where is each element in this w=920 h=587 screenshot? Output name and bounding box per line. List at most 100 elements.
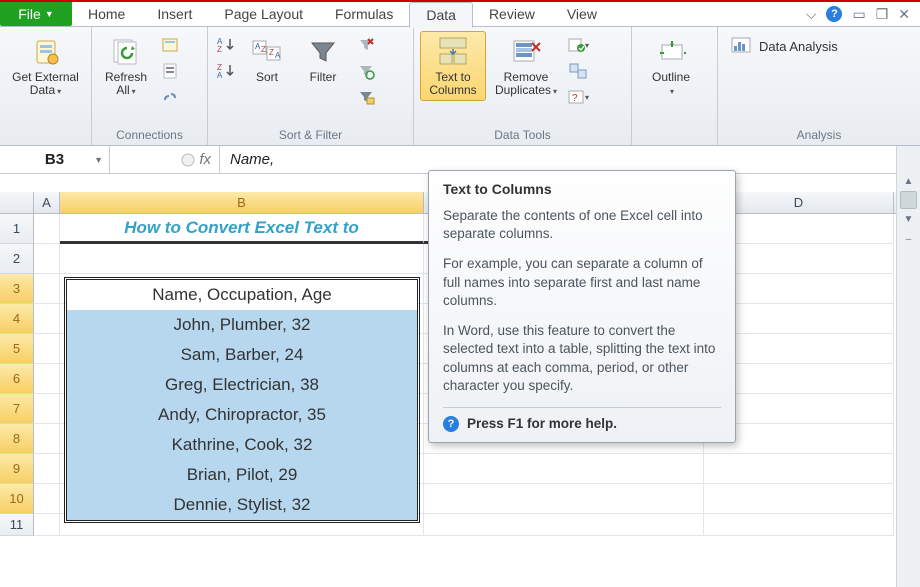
svg-text:A: A <box>217 71 223 80</box>
remove-duplicates-label: Remove Duplicates▾ <box>495 71 557 97</box>
insert-function-button[interactable]: fx <box>110 146 220 173</box>
table-row[interactable]: Dennie, Stylist, 32 <box>67 490 417 520</box>
cell[interactable] <box>704 514 894 536</box>
sort-asc-button[interactable]: AZ <box>214 33 238 57</box>
refresh-all-label: Refresh All▾ <box>105 71 147 97</box>
minimize-icon[interactable]: ▭ <box>852 6 865 23</box>
cell[interactable] <box>34 454 60 484</box>
cell-value: Kathrine, Cook, 32 <box>172 435 313 455</box>
row-header-10[interactable]: 10 <box>0 484 34 514</box>
sort-desc-button[interactable]: ZA <box>214 59 238 83</box>
col-header-b[interactable]: B <box>60 192 424 213</box>
consolidate-button[interactable] <box>566 59 590 83</box>
row-header-6[interactable]: 6 <box>0 364 34 394</box>
tooltip-title: Text to Columns <box>443 181 721 197</box>
scroll-down-icon[interactable]: ▼ <box>897 210 920 228</box>
row-header-5[interactable]: 5 <box>0 334 34 364</box>
cell[interactable] <box>34 214 60 244</box>
data-analysis-button[interactable]: Data Analysis <box>724 31 845 61</box>
tooltip-paragraph: Separate the contents of one Excel cell … <box>443 207 721 243</box>
tab-data[interactable]: Data <box>409 2 473 28</box>
tab-insert[interactable]: Insert <box>141 1 208 27</box>
select-all-corner[interactable] <box>0 192 34 213</box>
table-row[interactable]: Kathrine, Cook, 32 <box>67 430 417 460</box>
outline-label: Outline▾ <box>652 71 690 97</box>
tab-view[interactable]: View <box>551 1 613 27</box>
close-icon[interactable]: ✕ <box>898 6 910 23</box>
cell[interactable] <box>424 514 704 536</box>
restore-icon[interactable]: ❐ <box>876 6 889 23</box>
row-header-11[interactable]: 11 <box>0 514 34 536</box>
cell[interactable] <box>34 364 60 394</box>
row-header-2[interactable]: 2 <box>0 244 34 274</box>
table-row[interactable]: Andy, Chiropractor, 35 <box>67 400 417 430</box>
scroll-thumb[interactable] <box>900 191 917 209</box>
table-row[interactable]: Sam, Barber, 24 <box>67 340 417 370</box>
table-row[interactable]: John, Plumber, 32 <box>67 310 417 340</box>
help-icon[interactable]: ? <box>826 6 842 22</box>
cell[interactable] <box>34 394 60 424</box>
cell[interactable] <box>34 334 60 364</box>
advanced-filter-button[interactable] <box>354 85 378 109</box>
cell[interactable] <box>34 484 60 514</box>
split-handle-icon[interactable]: – <box>897 230 920 248</box>
cell[interactable] <box>34 514 60 536</box>
cell[interactable] <box>424 454 704 484</box>
connections-button[interactable] <box>158 33 182 57</box>
row-header-9[interactable]: 9 <box>0 454 34 484</box>
vertical-scrollbar[interactable]: ▲ ▼ – <box>896 172 920 587</box>
help-icon: ? <box>443 416 459 432</box>
text-to-columns-button[interactable]: Text to Columns <box>420 31 486 101</box>
row-header-3[interactable]: 3 <box>0 274 34 304</box>
formula-value[interactable]: Name, <box>220 151 274 168</box>
reapply-button[interactable] <box>354 59 378 83</box>
cell[interactable] <box>34 274 60 304</box>
col-header-a[interactable]: A <box>34 192 60 213</box>
row-header-8[interactable]: 8 <box>0 424 34 454</box>
filter-button[interactable]: Filter <box>296 31 350 88</box>
outline-button[interactable]: Outline▾ <box>638 31 704 101</box>
selected-data-range[interactable]: Name, Occupation, Age John, Plumber, 32 … <box>64 277 420 523</box>
tab-formulas[interactable]: Formulas <box>319 1 409 27</box>
properties-button[interactable] <box>158 59 182 83</box>
table-row[interactable]: Name, Occupation, Age <box>67 280 417 310</box>
file-tab[interactable]: File ▼ <box>0 2 72 26</box>
tab-home[interactable]: Home <box>72 1 141 27</box>
refresh-all-button[interactable]: Refresh All▾ <box>98 31 154 101</box>
row-label: 4 <box>13 311 20 326</box>
row-header-1[interactable]: 1 <box>0 214 34 244</box>
fx-area: fx Name, <box>110 146 274 173</box>
sort-label: Sort <box>256 71 278 84</box>
tab-page-layout[interactable]: Page Layout <box>208 1 319 27</box>
tab-review[interactable]: Review <box>473 1 551 27</box>
svg-text:Z: Z <box>269 48 274 57</box>
svg-text:?: ? <box>572 93 578 104</box>
row-label: 11 <box>10 517 24 532</box>
cell[interactable] <box>34 244 60 274</box>
cell[interactable] <box>60 244 424 274</box>
cell[interactable] <box>704 454 894 484</box>
row-header-7[interactable]: 7 <box>0 394 34 424</box>
row-header-4[interactable]: 4 <box>0 304 34 334</box>
get-external-data-button[interactable]: Get External Data▾ <box>6 31 85 101</box>
clear-filter-button[interactable] <box>354 33 378 57</box>
group-label-analysis: Analysis <box>718 126 920 145</box>
remove-duplicates-button[interactable]: Remove Duplicates▾ <box>490 31 562 101</box>
cell[interactable] <box>424 484 704 514</box>
sort-button[interactable]: AZZA Sort <box>242 31 292 88</box>
cell[interactable] <box>704 484 894 514</box>
table-row[interactable]: Brian, Pilot, 29 <box>67 460 417 490</box>
what-if-button[interactable]: ?▾ <box>566 85 590 109</box>
table-row[interactable]: Greg, Electrician, 38 <box>67 370 417 400</box>
scroll-up-icon[interactable]: ▲ <box>897 172 920 190</box>
title-cell[interactable]: How to Convert Excel Text to <box>60 214 424 244</box>
data-validation-button[interactable]: ▾ <box>566 33 590 57</box>
cell[interactable] <box>34 424 60 454</box>
cell[interactable] <box>34 304 60 334</box>
name-box-dropdown-icon[interactable]: ▼ <box>94 155 103 165</box>
connections-small-buttons <box>158 31 182 109</box>
row-label: 6 <box>13 371 20 386</box>
name-box[interactable]: B3 ▼ <box>0 146 110 173</box>
edit-links-button[interactable] <box>158 85 182 109</box>
minimize-ribbon-icon[interactable]: ⌵ <box>806 6 817 23</box>
